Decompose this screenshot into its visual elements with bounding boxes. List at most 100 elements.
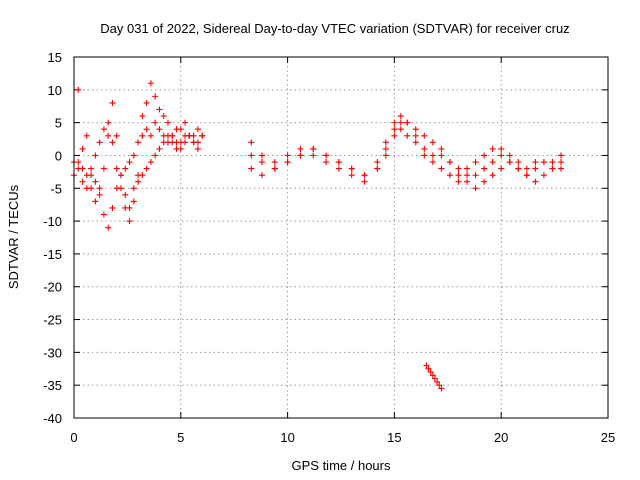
data-point [391,132,398,139]
data-point [455,172,462,179]
data-point [429,139,436,146]
data-point [194,145,201,152]
data-point [558,159,565,166]
data-point [374,159,381,166]
data-point [122,191,129,198]
data-point [147,159,154,166]
data-point [96,139,103,146]
y-tick-label: 5 [55,116,62,131]
data-point [139,132,146,139]
y-axis-label: SDTVAR / TECUs [6,184,21,289]
data-point [100,165,107,172]
data-point [472,159,479,166]
data-point [498,165,505,172]
data-point [271,165,278,172]
data-point [190,139,197,146]
data-point [177,145,184,152]
data-point [506,159,513,166]
data-point [515,159,522,166]
chart-title: Day 031 of 2022, Sidereal Day-to-day VTE… [100,21,569,36]
data-point [92,152,99,159]
data-point [348,165,355,172]
data-point [130,185,137,192]
data-point [323,152,330,159]
data-point [122,165,129,172]
data-point [425,365,432,372]
data-point [397,126,404,133]
y-axis-ticks: 15 10 5 0 -5 -10 -15 -20 -25 -30 -35 -40 [43,50,608,426]
data-point [248,152,255,159]
data-point [421,152,428,159]
data-point [429,372,436,379]
data-point [194,126,201,133]
y-tick-label: -40 [43,411,62,426]
data-point [147,132,154,139]
data-point [135,172,142,179]
data-point [113,132,120,139]
data-point [160,139,167,146]
data-point [100,126,107,133]
data-point [173,139,180,146]
data-point [113,165,120,172]
data-point [558,152,565,159]
data-point [156,126,163,133]
data-point [391,126,398,133]
data-point [105,224,112,231]
data-point [427,369,434,376]
series-sat-c [75,80,201,225]
data-point [438,152,445,159]
data-point [248,165,255,172]
data-point [431,375,438,382]
x-tick-label: 10 [280,430,294,445]
data-point [549,165,556,172]
y-tick-label: 0 [55,148,62,163]
data-point [109,99,116,106]
x-tick-label: 25 [601,430,615,445]
data-point [96,185,103,192]
data-point [164,119,171,126]
data-point [498,152,505,159]
data-point [397,113,404,120]
data-point [182,139,189,146]
data-point [489,159,496,166]
data-point [361,178,368,185]
y-tick-label: -5 [50,181,62,196]
data-point [438,165,445,172]
data-point [455,165,462,172]
data-point [199,132,206,139]
data-point [397,119,404,126]
x-tick-label: 15 [387,430,401,445]
data-point [515,165,522,172]
data-point [152,93,159,100]
series-sat-f [248,126,565,192]
data-point [258,172,265,179]
data-point [109,204,116,211]
data-point [361,172,368,179]
data-point [147,80,154,87]
data-point [532,165,539,172]
data-point [489,145,496,152]
data-point [284,152,291,159]
data-point [446,159,453,166]
data-point [481,178,488,185]
data-point [117,172,124,179]
data-point [404,132,411,139]
data-point [297,152,304,159]
data-point [88,172,95,179]
data-point [100,211,107,218]
y-tick-label: 10 [48,83,62,98]
data-point [122,204,129,211]
grid [74,57,608,418]
data-point [335,165,342,172]
data-point [391,119,398,126]
data-point [83,185,90,192]
data-point [109,139,116,146]
data-point [323,159,330,166]
data-point [130,152,137,159]
data-point [143,99,150,106]
y-tick-label: -10 [43,214,62,229]
data-point [105,132,112,139]
data-point [126,159,133,166]
data-point [248,139,255,146]
data-point [423,362,430,369]
